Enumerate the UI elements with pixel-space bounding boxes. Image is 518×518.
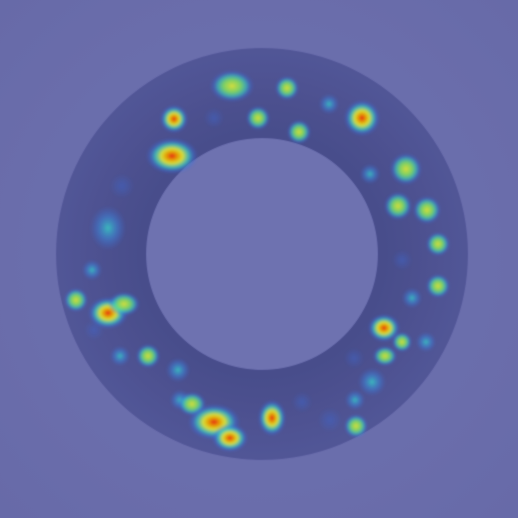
heat-spots xyxy=(64,70,450,452)
